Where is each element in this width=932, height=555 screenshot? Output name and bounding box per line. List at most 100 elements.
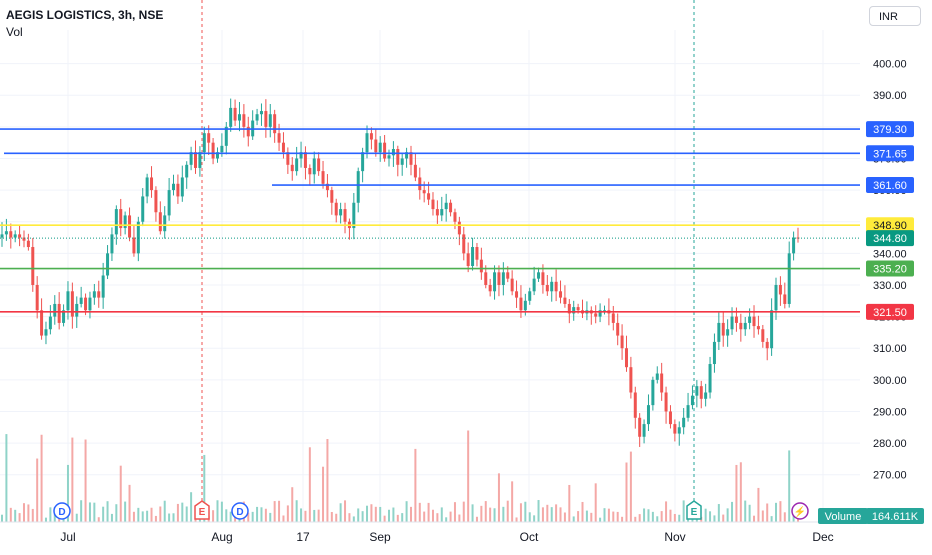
volume-bar <box>14 509 17 522</box>
volume-bar <box>563 512 566 522</box>
candle-body <box>475 247 479 260</box>
volume-bar <box>783 512 786 522</box>
volume-bar <box>1 514 3 522</box>
volume-bar <box>370 504 373 522</box>
volume-bar <box>506 500 509 522</box>
volume-bar <box>590 512 593 522</box>
candle-body <box>57 303 61 323</box>
event-marker <box>194 500 210 520</box>
candle-body <box>462 234 466 254</box>
volume-bar <box>603 508 606 522</box>
volume-bar <box>735 464 738 522</box>
volume-bar <box>181 502 184 522</box>
candle-body <box>150 177 154 191</box>
volume-bar <box>251 511 254 522</box>
volume-bar <box>49 507 52 522</box>
candle-body <box>501 272 505 285</box>
candle-body <box>343 209 347 222</box>
candle-body <box>246 126 250 137</box>
volume-bar <box>124 501 127 522</box>
y-tick-label: 280.00 <box>873 438 907 450</box>
volume-bar <box>612 511 615 522</box>
candle-body <box>479 259 483 273</box>
volume-bar <box>647 509 650 522</box>
candle-body <box>633 392 637 418</box>
volume-bar <box>31 508 34 522</box>
candle-body <box>92 291 96 298</box>
y-tick-label: 340.00 <box>873 248 907 260</box>
volume-bar <box>445 517 448 522</box>
candle-body <box>743 322 747 330</box>
currency-button[interactable]: INR <box>869 6 921 26</box>
volume-bar <box>159 506 162 522</box>
candle-body <box>303 152 307 168</box>
volume-bar <box>440 507 443 522</box>
volume-bar <box>792 513 795 522</box>
level-price-label: 335.20 <box>873 264 907 276</box>
volume-bar <box>102 506 105 522</box>
candle-body <box>466 253 470 266</box>
volume-bar <box>656 516 659 522</box>
volume-bar <box>154 515 157 522</box>
volume-bar <box>220 501 223 522</box>
volume-bar <box>484 501 487 522</box>
x-tick-label: 17 <box>296 530 310 544</box>
volume-bar <box>502 506 505 522</box>
candle-body <box>145 177 149 197</box>
volume-value-label: 164.611K <box>872 511 919 523</box>
volume-bar <box>678 514 681 522</box>
volume-bar <box>163 500 166 522</box>
volume-bar <box>366 505 369 522</box>
candle-body <box>9 231 13 238</box>
candle-body <box>572 307 576 314</box>
candle-body <box>620 335 624 349</box>
x-tick-label: Dec <box>812 530 833 544</box>
candle-body <box>154 190 158 213</box>
candle-body <box>598 310 602 317</box>
volume-bar <box>418 502 421 522</box>
candle-body <box>717 322 721 342</box>
candle-body <box>493 272 497 292</box>
volume-bar <box>766 503 769 522</box>
level-price-label: 371.65 <box>873 148 907 160</box>
candle-body <box>383 142 387 159</box>
candle-body <box>699 386 703 399</box>
candle-body <box>141 196 145 222</box>
candle-body <box>532 278 536 292</box>
volume-name-label: Volume <box>825 511 862 523</box>
candle-body <box>435 209 439 216</box>
candle-body <box>224 126 228 146</box>
volume-bar <box>352 516 355 522</box>
event-marker <box>686 500 702 520</box>
candle-body <box>229 107 233 127</box>
volume-bar <box>308 447 311 522</box>
candle-body <box>739 322 743 330</box>
candle-body <box>387 155 391 159</box>
level-price-tag <box>866 177 914 194</box>
volume-bar <box>132 511 135 522</box>
volume-bar <box>348 513 351 522</box>
volume-bar <box>344 500 347 522</box>
volume-bar <box>467 430 470 522</box>
candle-body <box>48 316 52 330</box>
volume-bar <box>717 504 720 522</box>
volume-bar <box>625 462 628 522</box>
volume-bar <box>326 439 329 522</box>
candle-body <box>176 183 180 197</box>
candle-body <box>53 303 57 317</box>
volume-bar <box>304 510 307 522</box>
candle-body <box>690 395 694 406</box>
volume-bar <box>27 504 30 522</box>
candle-body <box>400 158 404 165</box>
candle-body <box>563 297 567 304</box>
candle-body <box>519 297 523 311</box>
volume-bar <box>704 508 707 522</box>
candle-body <box>642 424 646 437</box>
y-tick-label: 330.00 <box>873 280 907 292</box>
candle-body <box>198 152 202 168</box>
candle-body <box>136 221 140 254</box>
volume-bar <box>489 507 492 522</box>
volume-bar <box>40 434 43 522</box>
